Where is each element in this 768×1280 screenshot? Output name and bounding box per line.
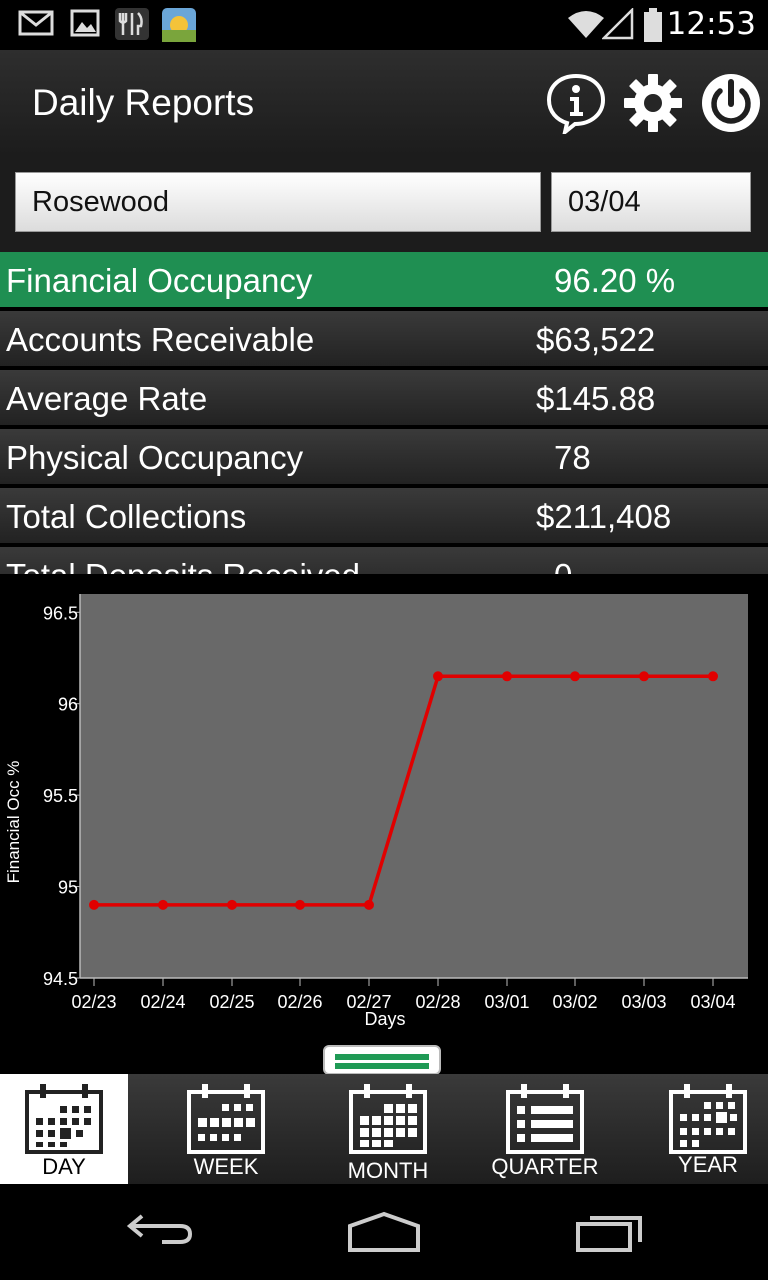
metric-value: $211,408	[536, 498, 672, 535]
x-tick-label: 03/04	[690, 992, 735, 1012]
system-nav-bar	[0, 1184, 768, 1280]
tab-label: DAY	[42, 1154, 86, 1179]
metric-label: Accounts Receivable	[6, 321, 315, 358]
gmail-icon	[18, 10, 54, 36]
page-title: Daily Reports	[32, 82, 255, 123]
calendar-quarter-icon	[506, 1084, 584, 1154]
y-tick-label: 96.5	[43, 603, 78, 623]
plot-area	[80, 594, 748, 978]
gallery-icon	[70, 9, 100, 37]
period-tabs: DAY WEEK	[0, 1074, 768, 1184]
metric-label: Total Deposits Received	[6, 557, 360, 574]
calendar-year-icon	[669, 1084, 747, 1154]
tab-year[interactable]: YEAR	[648, 1074, 768, 1184]
metrics-list: Financial Occupancy 96.20 % Accounts Rec…	[0, 252, 768, 574]
x-tick-label: 03/02	[552, 992, 597, 1012]
signal-icon	[602, 8, 634, 40]
tab-label: YEAR	[678, 1152, 738, 1177]
y-tick-label: 96	[58, 695, 78, 715]
metric-row-financial-occupancy[interactable]: Financial Occupancy 96.20 %	[0, 252, 768, 309]
y-axis-label: Financial Occ %	[4, 761, 23, 884]
y-tick-label: 95.5	[43, 786, 78, 806]
tab-week[interactable]: WEEK	[148, 1074, 304, 1184]
metric-value: 0	[554, 557, 572, 574]
clock: 12:53	[666, 6, 756, 42]
status-bar: 12:53	[0, 0, 768, 50]
series-line	[94, 674, 713, 907]
weather-icon	[162, 8, 196, 42]
data-point	[708, 671, 718, 682]
x-tick-label: 03/03	[621, 992, 666, 1012]
metric-value: 78	[554, 439, 591, 476]
restaurant-icon	[115, 8, 149, 40]
x-tick-label: 02/24	[140, 992, 185, 1012]
x-axis-label: Days	[364, 1009, 405, 1029]
data-point	[295, 899, 305, 910]
facility-selector[interactable]: Rosewood	[15, 172, 541, 232]
settings-icon[interactable]	[622, 72, 684, 134]
tab-label: QUARTER	[491, 1154, 599, 1179]
metric-value: $63,522	[536, 321, 656, 358]
date-selector[interactable]: 03/04	[551, 172, 751, 232]
financial-occupancy-chart: 94.5 95 95.5 96 96.5 02/23 02/24 02/25 02/26 02/2…	[0, 574, 768, 1044]
metric-label: Physical Occupancy	[6, 439, 304, 476]
tab-day[interactable]: DAY	[0, 1074, 128, 1184]
metric-label: Average Rate	[6, 380, 208, 417]
data-point	[433, 671, 443, 682]
y-tick-label: 94.5	[43, 969, 78, 989]
metric-value: 96.20 %	[554, 262, 676, 299]
data-point	[639, 671, 649, 682]
data-point	[570, 671, 580, 682]
data-point	[364, 899, 374, 910]
data-point	[502, 671, 512, 682]
metric-row-physical-occupancy[interactable]: Physical Occupancy 78	[0, 429, 768, 486]
filter-row: Rosewood 03/04	[0, 156, 768, 252]
metric-row-total-collections[interactable]: Total Collections $211,408	[0, 488, 768, 545]
tab-label: MONTH	[347, 1158, 429, 1183]
back-icon[interactable]	[124, 1210, 196, 1250]
action-bar: Daily Reports	[0, 50, 768, 156]
recents-icon[interactable]	[574, 1210, 646, 1254]
data-point	[89, 899, 99, 910]
x-tick-label: 02/27	[346, 992, 391, 1012]
calendar-month-icon	[349, 1084, 427, 1154]
x-tick-label: 03/01	[484, 992, 529, 1012]
power-icon[interactable]	[700, 72, 762, 134]
data-point	[227, 899, 237, 910]
line-chart: 94.5 95 95.5 96 96.5 02/23 02/24 02/25 02/26 02/2…	[4, 594, 748, 1029]
home-icon[interactable]	[346, 1210, 422, 1254]
calendar-day-icon	[25, 1084, 103, 1154]
wifi-icon	[568, 11, 604, 38]
metric-row-accounts-receivable[interactable]: Accounts Receivable $63,522	[0, 311, 768, 368]
metric-label: Financial Occupancy	[6, 262, 313, 299]
tab-month[interactable]: MONTH	[318, 1074, 458, 1184]
x-tick-label: 02/23	[71, 992, 116, 1012]
metric-value: $145.88	[536, 380, 656, 417]
x-tick-label: 02/28	[415, 992, 460, 1012]
metric-label: Total Collections	[6, 498, 247, 535]
tab-label: WEEK	[193, 1154, 259, 1179]
x-tick-label: 02/25	[209, 992, 254, 1012]
chart-drawer-handle[interactable]	[323, 1045, 441, 1075]
battery-icon	[644, 8, 662, 42]
metric-row-average-rate[interactable]: Average Rate $145.88	[0, 370, 768, 427]
x-tick-label: 02/26	[277, 992, 322, 1012]
data-point	[158, 899, 168, 910]
y-tick-label: 95	[58, 878, 78, 898]
metric-row-total-deposits-received[interactable]: Total Deposits Received 0	[0, 547, 768, 574]
info-icon[interactable]	[545, 72, 607, 134]
tab-quarter[interactable]: QUARTER	[478, 1074, 612, 1184]
calendar-week-icon	[187, 1084, 265, 1154]
